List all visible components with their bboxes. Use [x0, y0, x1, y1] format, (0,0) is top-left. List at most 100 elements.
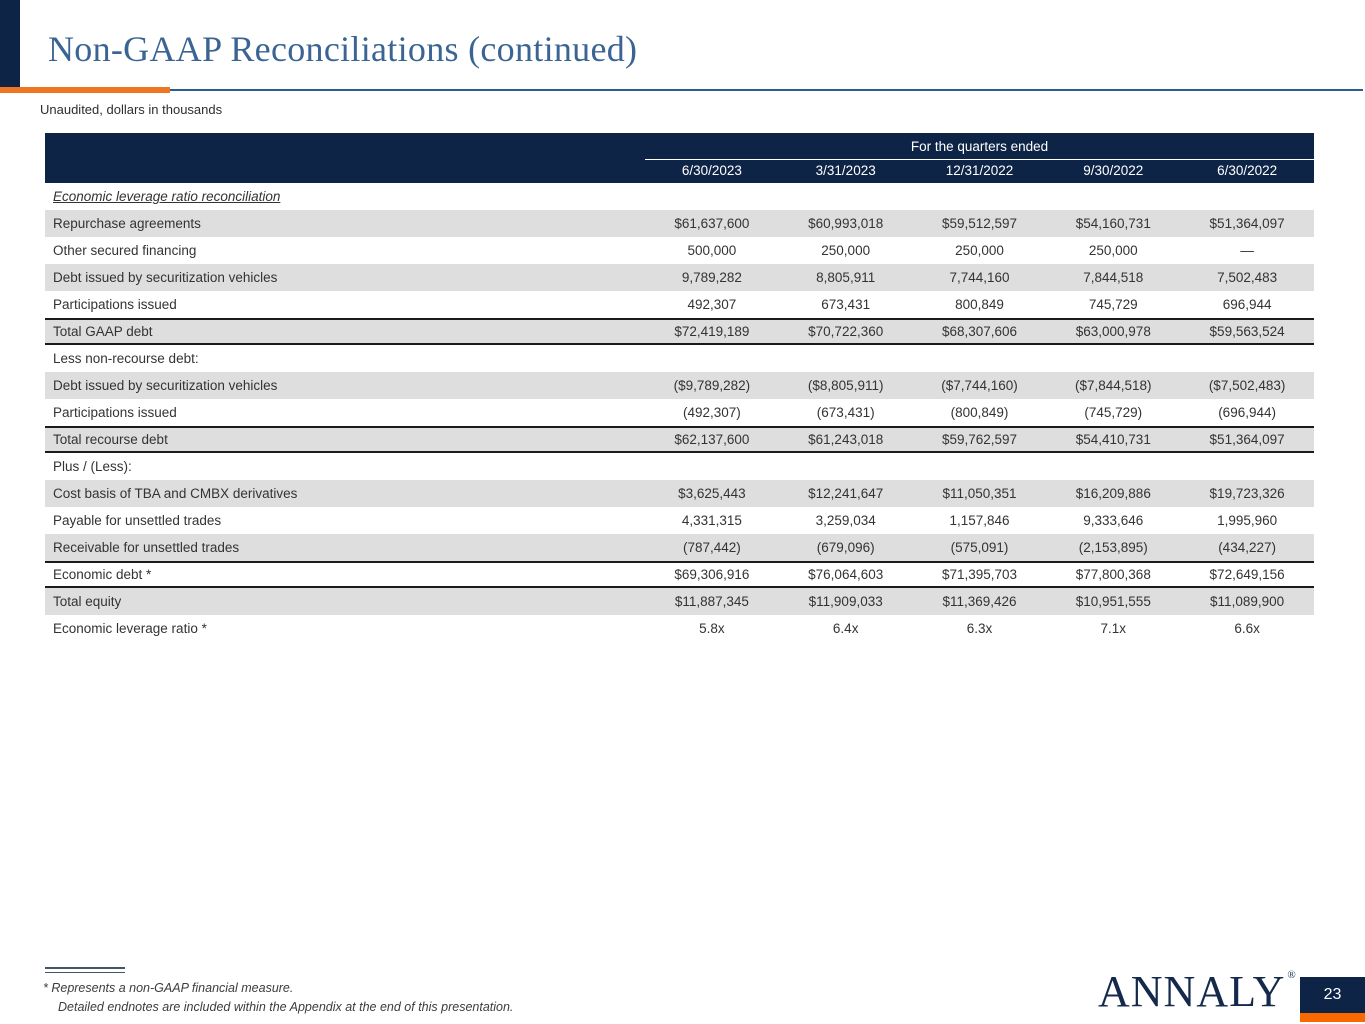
date-column-header: 3/31/2023: [815, 163, 876, 178]
cell-value: $11,369,426: [942, 594, 1017, 609]
table-row: Economic debt * $69,306,916 $76,064,603 $71…: [45, 561, 1314, 588]
date-column-header: 9/30/2022: [1083, 163, 1144, 178]
footnote-line-1: * Represents a non-GAAP financial measur…: [43, 981, 294, 995]
row-label: Total GAAP debt: [53, 324, 153, 339]
cell-value: $11,050,351: [942, 486, 1017, 501]
table-row: Economic leverage ratio * 5.8x 6.4x 6.3x 7.1…: [45, 615, 1314, 642]
table-subtitle: Unaudited, dollars in thousands: [40, 102, 223, 117]
cell-value: 4,331,315: [681, 513, 742, 528]
table-row: Debt issued by securitization vehicles 9,…: [45, 264, 1314, 291]
cell-value: 7,844,518: [1083, 270, 1144, 285]
cell-value: $11,089,900: [1210, 594, 1285, 609]
cell-value: 6.4x: [832, 621, 859, 636]
cell-value: $19,723,326: [1209, 486, 1285, 501]
table-row: Less non-recourse debt:: [45, 345, 1314, 372]
cell-value: (434,227): [1218, 540, 1276, 555]
row-label: Repurchase agreements: [53, 216, 201, 231]
cell-value: $72,649,156: [1209, 567, 1285, 582]
cell-value: 9,789,282: [681, 270, 742, 285]
cell-value: $77,800,368: [1075, 567, 1151, 582]
cell-value: 250,000: [955, 243, 1004, 258]
row-label: Plus / (Less):: [53, 459, 132, 474]
cell-value: 745,729: [1088, 297, 1138, 312]
row-label: Participations issued: [53, 405, 177, 420]
table-body: Economic leverage ratio reconciliation Re…: [45, 183, 1314, 642]
cell-value: $51,364,097: [1209, 216, 1285, 231]
cell-value: $69,306,916: [674, 567, 750, 582]
page-number-accent-bar: [1300, 1013, 1365, 1022]
header-group-label: For the quarters ended: [645, 133, 1314, 160]
cell-value: (492,307): [683, 405, 741, 420]
cell-value: (575,091): [950, 540, 1009, 555]
cell-value: (2,153,895): [1078, 540, 1148, 555]
cell-value: (787,442): [683, 540, 741, 555]
table-header: For the quarters ended 6/30/2023 3/31/202…: [45, 133, 1314, 183]
cell-value: (696,944): [1218, 405, 1276, 420]
table-row: Payable for unsettled trades 4,331,315 3,2…: [45, 507, 1314, 534]
cell-value: ($7,844,518): [1075, 378, 1152, 393]
cell-value: ($8,805,911): [807, 378, 884, 393]
header-date-columns: 6/30/2023 3/31/2023 12/31/2022 9/30/2022 6/3…: [645, 160, 1314, 183]
table-row: Total recourse debt $62,137,600 $61,243,01…: [45, 426, 1314, 453]
table-row: Total GAAP debt $72,419,189 $70,722,360 $68…: [45, 318, 1314, 345]
cell-value: $59,762,597: [941, 432, 1018, 447]
cell-value: (679,096): [816, 540, 875, 555]
table-row: Repurchase agreements $61,637,600 $60,993,…: [45, 210, 1314, 237]
cell-value: $11,887,345: [674, 594, 749, 609]
table-row: Receivable for unsettled trades (787,442)…: [45, 534, 1314, 561]
cell-value: 800,849: [955, 297, 1004, 312]
cell-value: $70,722,360: [808, 324, 884, 339]
cell-value: $72,419,189: [674, 324, 750, 339]
cell-value: $68,307,606: [941, 324, 1018, 339]
table-row: Economic leverage ratio reconciliation: [45, 183, 1314, 210]
cell-value: —: [1240, 243, 1254, 258]
row-label: Other secured financing: [53, 243, 197, 258]
row-label: Total equity: [53, 594, 122, 609]
cell-value: $63,000,978: [1075, 324, 1151, 339]
cell-value: $76,064,603: [808, 567, 884, 582]
cell-value: $54,160,731: [1075, 216, 1151, 231]
cell-value: 1,157,846: [949, 513, 1010, 528]
cell-value: 6.6x: [1234, 621, 1260, 636]
row-label: Less non-recourse debt:: [53, 351, 199, 366]
cell-value: $51,364,097: [1209, 432, 1285, 447]
corner-accent-bar: [0, 0, 20, 87]
cell-value: 1,995,960: [1217, 513, 1278, 528]
cell-value: ($7,502,483): [1208, 378, 1286, 393]
table-row: Plus / (Less):: [45, 453, 1314, 480]
cell-value: 500,000: [687, 243, 737, 258]
page-number: 23: [1323, 986, 1342, 1003]
reconciliation-table: For the quarters ended 6/30/2023 3/31/202…: [45, 133, 1314, 642]
footnote-line-2: Detailed endnotes are included within th…: [58, 1000, 514, 1014]
table-row: Total equity $11,887,345 $11,909,033 $11,36…: [45, 588, 1314, 615]
row-label: Cost basis of TBA and CMBX derivatives: [53, 486, 298, 501]
cell-value: 8,805,911: [816, 270, 876, 285]
cell-value: $60,993,018: [808, 216, 884, 231]
cell-value: $12,241,647: [808, 486, 884, 501]
cell-value: $54,410,731: [1075, 432, 1151, 447]
cell-value: $3,625,443: [678, 486, 746, 501]
table-row: Other secured financing 500,000 250,000 250…: [45, 237, 1314, 264]
cell-value: $62,137,600: [674, 432, 750, 447]
cell-value: 492,307: [687, 297, 737, 312]
date-column-header: 6/30/2022: [1217, 163, 1278, 178]
cell-value: 3,259,034: [815, 513, 876, 528]
cell-value: 250,000: [821, 243, 871, 258]
cell-value: (673,431): [816, 405, 875, 420]
row-label: Economic leverage ratio *: [53, 621, 207, 636]
cell-value: $61,637,600: [674, 216, 750, 231]
cell-value: 250,000: [1088, 243, 1138, 258]
registered-trademark-icon: ®: [1287, 969, 1297, 981]
date-column-header: 6/30/2023: [681, 163, 742, 178]
cell-value: $16,209,886: [1075, 486, 1151, 501]
cell-value: (800,849): [950, 405, 1009, 420]
row-label: Debt issued by securitization vehicles: [53, 378, 278, 393]
row-label: Total recourse debt: [53, 432, 168, 447]
date-column-header: 12/31/2022: [945, 163, 1014, 178]
logo-wordmark: ANNALY: [1098, 967, 1286, 1016]
cell-value: $11,909,033: [808, 594, 883, 609]
cell-value: $59,563,524: [1209, 324, 1285, 339]
row-label: Economic leverage ratio reconciliation: [53, 189, 281, 204]
table-row: Participations issued 492,307 673,431 800,8…: [45, 291, 1314, 318]
